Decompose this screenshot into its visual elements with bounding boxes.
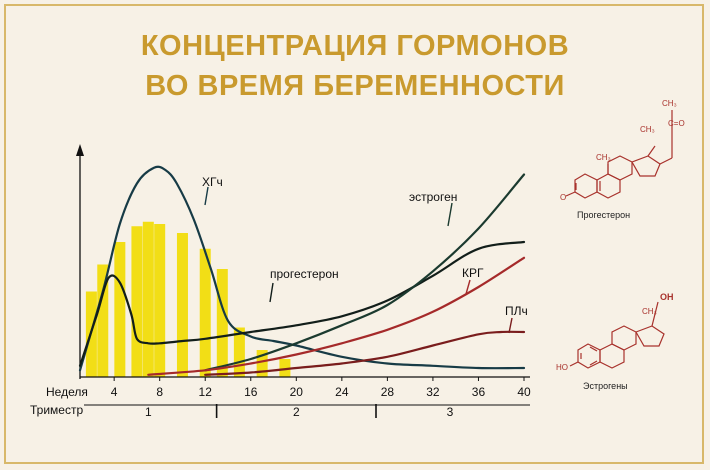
estr-ch3: CH₃ xyxy=(642,307,657,316)
plch-line xyxy=(204,330,526,376)
prog-ch3-top: CH₃ xyxy=(662,99,677,108)
krg-line xyxy=(147,256,526,376)
plch-leader xyxy=(508,317,513,334)
progesterone-label: прогестерон xyxy=(270,267,339,281)
hcg-bar xyxy=(233,327,245,377)
x-tick-label: 32 xyxy=(426,385,440,399)
trimester-label: 1 xyxy=(145,405,152,419)
hcg-bar xyxy=(142,221,154,377)
progesterone-name: Прогестерон xyxy=(577,210,630,220)
x-tick-label: 28 xyxy=(381,385,395,399)
x-tick-label: 24 xyxy=(335,385,349,399)
estrogen-line xyxy=(204,173,526,372)
estrogen-structure xyxy=(569,301,665,369)
x-tick-label: 36 xyxy=(472,385,486,399)
plch-label: ПЛч xyxy=(505,304,528,318)
estrogens-name: Эстрогены xyxy=(583,381,628,391)
progesterone-line xyxy=(78,240,526,367)
progesterone-leader xyxy=(269,282,274,303)
krg-label: КРГ xyxy=(462,266,484,280)
page-border xyxy=(4,4,704,464)
trimester-layer: 1 2 3 xyxy=(145,404,454,419)
trimester-axis-label: Триместр xyxy=(30,403,83,417)
hcg-bar xyxy=(131,226,143,377)
xgch-line xyxy=(78,165,526,372)
hcg-bar xyxy=(216,269,228,377)
hcg-bar xyxy=(279,359,291,377)
prog-ch3-mid: CH₃ xyxy=(640,125,655,134)
ticks-layer: 4 8 12 16 20 24 28 32 36 40 xyxy=(84,377,531,406)
hcg-bar xyxy=(114,242,126,377)
trimester-label: 2 xyxy=(293,405,300,419)
krg-leader xyxy=(465,279,471,295)
bars-layer xyxy=(85,221,291,377)
estrogen-leader xyxy=(447,202,453,227)
x-tick-label: 20 xyxy=(290,385,304,399)
y-axis-arrow xyxy=(76,144,84,156)
estr-ho: HO xyxy=(556,363,568,372)
x-tick-label: 4 xyxy=(111,385,118,399)
hcg-bar xyxy=(154,224,166,377)
x-tick-label: 12 xyxy=(199,385,213,399)
trimester-label: 3 xyxy=(447,405,454,419)
hcg-bar xyxy=(176,233,188,377)
hcg-bar xyxy=(199,248,211,377)
labels-layer: ХГч эстроген прогестерон КРГ ПЛч xyxy=(202,175,528,334)
hcg-bar xyxy=(256,350,268,377)
lines-layer xyxy=(78,165,526,376)
x-tick-label: 8 xyxy=(156,385,163,399)
progesterone-structure xyxy=(565,110,673,199)
x-tick-label: 16 xyxy=(244,385,258,399)
week-axis-label: Неделя xyxy=(46,385,88,399)
axes-layer xyxy=(76,144,530,379)
prog-o: O xyxy=(560,193,566,202)
xgch-leader xyxy=(204,186,209,206)
page-title-line-1: КОНЦЕНТРАЦИЯ ГОРМОНОВ xyxy=(140,30,570,62)
estrogen-label: эстроген xyxy=(409,190,457,204)
x-tick-label: 40 xyxy=(517,385,531,399)
page-title-line-2: ВО ВРЕМЯ БЕРЕМЕННОСТИ xyxy=(145,70,565,102)
hcg-bar xyxy=(97,264,109,377)
prog-co: C=O xyxy=(668,119,685,128)
xgch-label: ХГч xyxy=(202,175,223,189)
prog-ch3-left: CH₃ xyxy=(596,153,611,162)
estr-oh: OH xyxy=(660,292,674,302)
